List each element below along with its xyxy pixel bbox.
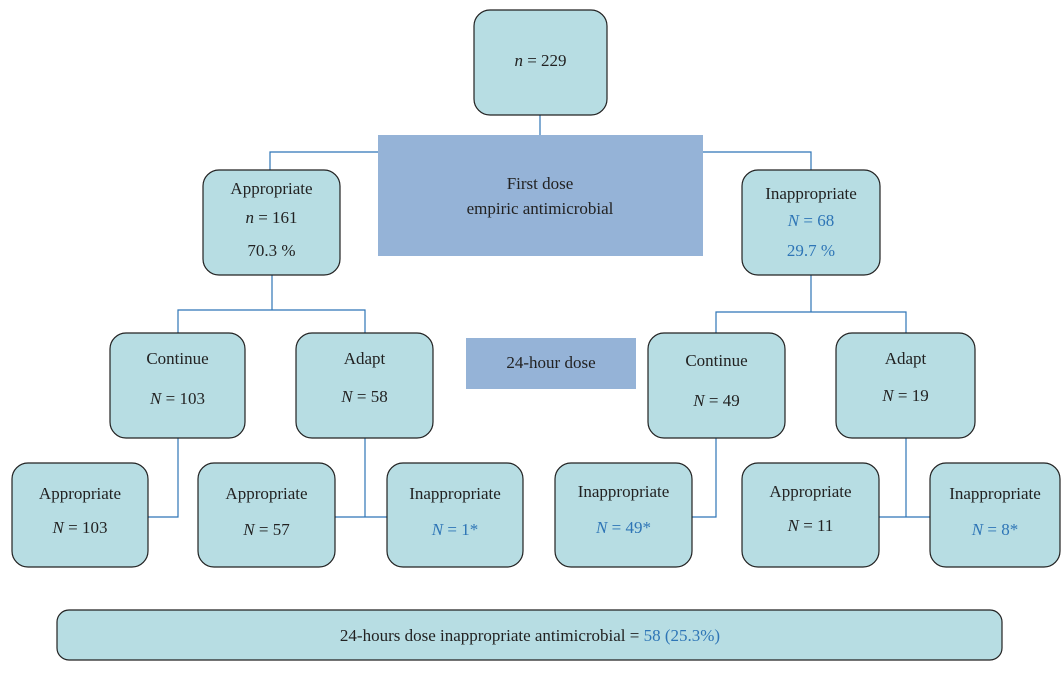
variable: N	[787, 516, 801, 535]
node-line: N = 11	[787, 516, 834, 535]
node-box	[473, 9, 608, 116]
node-box	[647, 332, 786, 439]
connector	[148, 438, 930, 518]
node-line: N = 58	[340, 387, 387, 406]
value: = 103	[68, 518, 107, 537]
variable: N	[52, 518, 66, 537]
node-line: Continue	[685, 351, 747, 370]
node-line: Inappropriate	[578, 482, 670, 501]
node-line: N = 8*	[971, 520, 1018, 539]
variable: N	[431, 520, 445, 539]
variable: N	[692, 391, 706, 410]
summary-value: 58 (25.3%)	[644, 626, 720, 645]
value: = 49	[709, 391, 740, 410]
node-line: Appropriate	[230, 179, 312, 198]
node-box	[295, 332, 434, 439]
node-box	[202, 169, 341, 276]
dose-24h-band	[466, 338, 636, 389]
connector	[177, 275, 907, 333]
value: = 161	[258, 208, 297, 227]
node-line: Inappropriate	[409, 484, 501, 503]
node-box	[11, 462, 149, 568]
node-line: Inappropriate	[949, 484, 1041, 503]
variable: n	[514, 51, 523, 70]
node-box	[929, 462, 1061, 568]
connector	[269, 115, 812, 170]
value: = 229	[527, 51, 566, 70]
connectors	[148, 115, 930, 518]
value: = 1*	[447, 520, 478, 539]
node-line: Adapt	[344, 349, 386, 368]
label: 24-hour dose	[506, 353, 595, 372]
node-box	[741, 462, 880, 568]
node-line: N = 1*	[431, 520, 478, 539]
node-box	[835, 332, 976, 439]
node-line: Adapt	[885, 349, 927, 368]
variable: N	[971, 520, 985, 539]
node-box	[554, 462, 693, 568]
node-line: N = 49*	[595, 518, 651, 537]
variable: n	[245, 208, 254, 227]
value: = 58	[357, 387, 388, 406]
value: = 19	[898, 386, 929, 405]
value: = 11	[803, 516, 833, 535]
node-line: N = 19	[881, 386, 928, 405]
node-line: 70.3 %	[247, 241, 295, 260]
node-line: n = 229	[514, 51, 566, 70]
node-line: 29.7 %	[787, 241, 835, 260]
variable: N	[149, 389, 163, 408]
node-line: Appropriate	[225, 484, 307, 503]
node-line: N = 103	[52, 518, 108, 537]
node-line: n = 161	[245, 208, 297, 227]
node-box	[109, 332, 246, 439]
summary-text: 24-hours dose inappropriate antimicrobia…	[340, 626, 639, 645]
value: = 49*	[612, 518, 651, 537]
value: = 68	[803, 211, 834, 230]
variable: N	[242, 520, 256, 539]
value: = 8*	[987, 520, 1018, 539]
nodes: n = 229 Appropriate n = 161 70.3 % Inappropr…	[11, 9, 1061, 568]
value: = 57	[259, 520, 290, 539]
variable: N	[881, 386, 895, 405]
node-line: N = 68	[787, 211, 834, 230]
node-line: Inappropriate	[765, 184, 857, 203]
node-line: Appropriate	[769, 482, 851, 501]
variable: N	[787, 211, 801, 230]
node-line: N = 49	[692, 391, 739, 410]
node-line: Appropriate	[39, 484, 121, 503]
node-line: Continue	[146, 349, 208, 368]
node-box	[197, 462, 336, 568]
summary-box	[56, 609, 1003, 661]
label: empiric antimicrobial	[467, 199, 614, 218]
node-line: N = 57	[242, 520, 290, 539]
label: First dose	[507, 174, 574, 193]
variable: N	[595, 518, 609, 537]
summary: 24-hours dose inappropriate antimicrobia…	[340, 626, 720, 645]
first-dose-band	[378, 135, 703, 256]
node-box	[741, 169, 881, 276]
node-box	[386, 462, 524, 568]
value: = 103	[166, 389, 205, 408]
variable: N	[340, 387, 354, 406]
node-line: N = 103	[149, 389, 205, 408]
